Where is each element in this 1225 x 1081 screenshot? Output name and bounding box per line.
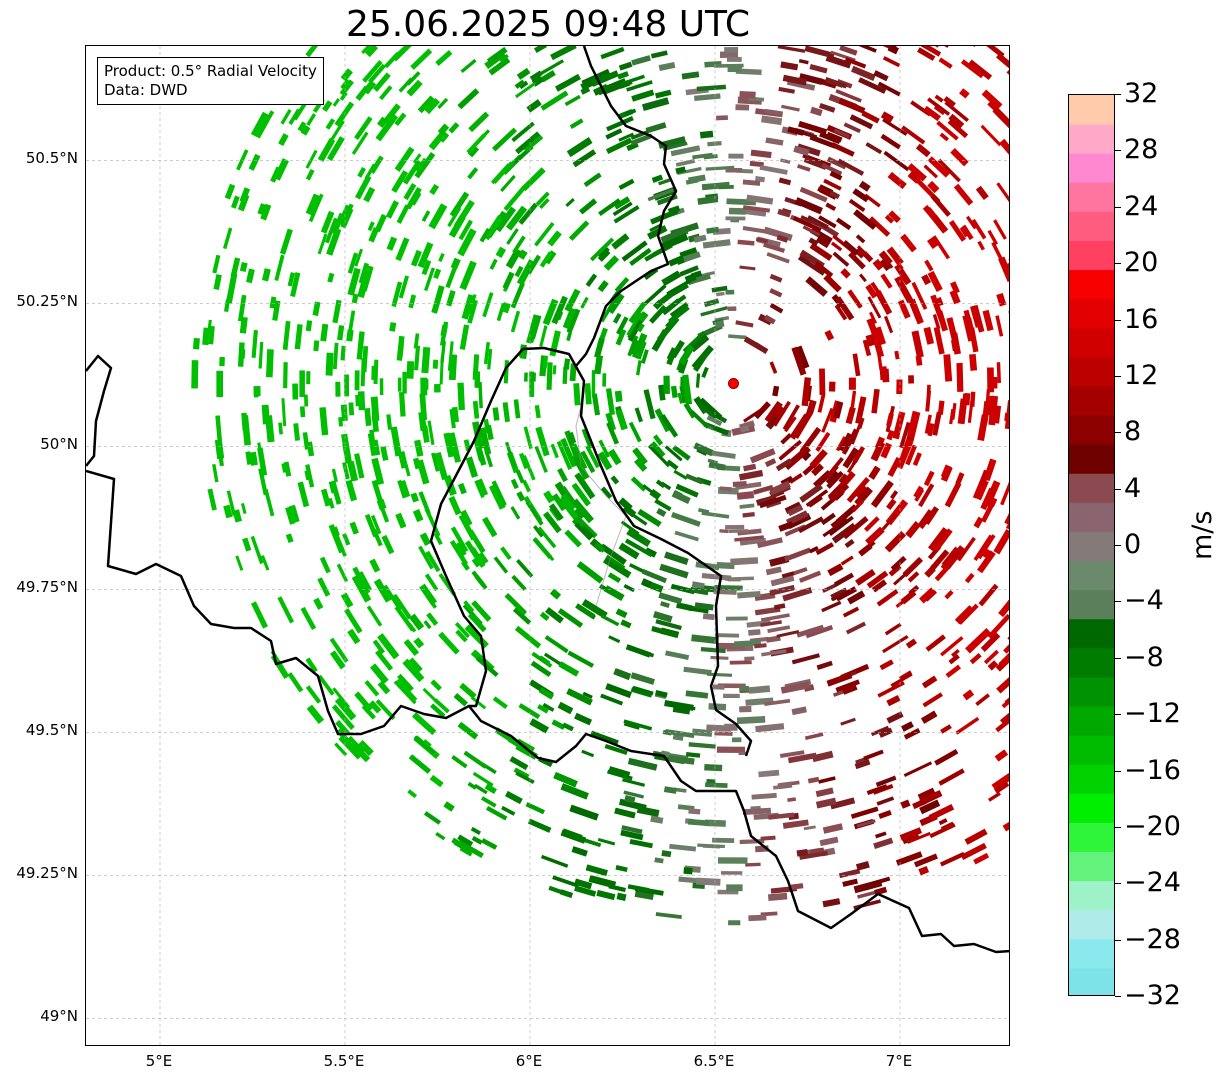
colorbar-tick-label: 28 — [1124, 134, 1159, 166]
lon-tick-label: 6°E — [515, 1052, 543, 1070]
colorbar-tick-label: −20 — [1124, 810, 1181, 842]
lon-tick-label: 5.5°E — [323, 1052, 365, 1070]
colorbar-tick — [1115, 263, 1121, 265]
river-line — [575, 385, 627, 607]
lat-tick-label: 49.25°N — [16, 864, 78, 883]
colorbar-tick-label: 24 — [1124, 190, 1159, 222]
colorbar-segment — [1069, 967, 1114, 995]
velocity-echoes — [191, 46, 1009, 926]
colorbar-tick-label: −24 — [1124, 867, 1181, 899]
colorbar-tick — [1115, 488, 1121, 490]
country-borders — [86, 46, 1009, 954]
colorbar-segment — [1069, 211, 1114, 241]
colorbar-tick-label: −32 — [1124, 980, 1181, 1011]
lat-tick-label: 50.25°N — [16, 292, 78, 311]
colorbar-tick — [1115, 319, 1121, 321]
colorbar-segment — [1069, 124, 1114, 154]
product-label: Product: 0.5° Radial Velocity — [104, 62, 317, 80]
colorbar-segment — [1069, 764, 1114, 794]
colorbar-tick-label: 12 — [1124, 359, 1159, 391]
colorbar-segment — [1069, 851, 1114, 882]
product-info-box: Product: 0.5° Radial Velocity Data: DWD — [97, 57, 324, 105]
radar-velocity-field — [86, 46, 1009, 1045]
colorbar-tick-label: 16 — [1124, 303, 1159, 335]
colorbar-tick — [1115, 150, 1121, 152]
colorbar-segment — [1069, 95, 1114, 125]
colorbar-tick-label: 8 — [1124, 416, 1142, 448]
colorbar-segment — [1069, 182, 1114, 212]
map-title: 25.06.2025 09:48 UTC — [345, 4, 751, 45]
colorbar-tick-label: −12 — [1124, 698, 1181, 730]
colorbar-segment — [1069, 240, 1114, 271]
colorbar-tick-label: 4 — [1124, 472, 1142, 504]
colorbar-tick — [1115, 826, 1121, 828]
colorbar-tick-label: −8 — [1124, 641, 1164, 673]
colorbar-segment — [1069, 560, 1114, 591]
lat-tick-label: 49°N — [40, 1007, 78, 1026]
colorbar-segment — [1069, 735, 1114, 765]
colorbar-tick-label: 32 — [1124, 78, 1159, 109]
colorbar-segment — [1069, 298, 1114, 329]
colorbar-segment — [1069, 618, 1114, 649]
colorbar-tick-label: −4 — [1124, 585, 1164, 617]
colorbar-segment — [1069, 793, 1114, 823]
colorbar-tick — [1115, 206, 1121, 208]
colorbar-segment — [1069, 356, 1114, 387]
colorbar-segment — [1069, 589, 1114, 620]
colorbar-segment — [1069, 706, 1114, 736]
colorbar-segment — [1069, 822, 1114, 853]
map-gridlines — [86, 46, 1009, 1045]
colorbar-tick — [1115, 375, 1121, 377]
lat-tick-label: 49.75°N — [16, 578, 78, 597]
lat-tick-label: 50°N — [40, 435, 78, 454]
colorbar-tick — [1115, 714, 1121, 716]
colorbar-tick — [1115, 770, 1121, 772]
colorbar-segment — [1069, 531, 1114, 562]
colorbar-tick-label: 20 — [1124, 247, 1159, 279]
radar-site-marker — [728, 377, 739, 389]
lon-tick-label: 5°E — [145, 1052, 173, 1070]
colorbar-unit-label: m/s — [1187, 510, 1218, 560]
colorbar-segment — [1069, 385, 1114, 416]
colorbar-tick-label: −16 — [1124, 754, 1181, 786]
colorbar-tick — [1115, 545, 1121, 546]
colorbar-tick — [1115, 94, 1121, 95]
data-source-label: Data: DWD — [104, 81, 188, 99]
colorbar-tick-label: −28 — [1124, 923, 1181, 955]
colorbar-segment — [1069, 444, 1114, 474]
colorbar-tick — [1115, 883, 1121, 885]
lat-tick-label: 49.5°N — [25, 721, 78, 740]
colorbar — [1068, 94, 1115, 996]
colorbar-segment — [1069, 473, 1114, 503]
colorbar-tick — [1115, 996, 1121, 997]
lon-tick-label: 6.5°E — [693, 1052, 735, 1070]
colorbar-tick — [1115, 601, 1121, 603]
colorbar-segment — [1069, 909, 1114, 940]
lat-tick-label: 50.5°N — [25, 149, 78, 168]
colorbar-segment — [1069, 327, 1114, 358]
colorbar-tick — [1115, 657, 1121, 659]
colorbar-tick-label: 0 — [1124, 529, 1142, 560]
colorbar-segment — [1069, 676, 1114, 707]
colorbar-segment — [1069, 153, 1114, 183]
colorbar-tick — [1115, 939, 1121, 941]
lon-tick-label: 7°E — [885, 1052, 913, 1070]
colorbar-segment — [1069, 269, 1114, 300]
colorbar-segment — [1069, 502, 1114, 532]
colorbar-tick — [1115, 432, 1121, 434]
colorbar-segment — [1069, 880, 1114, 911]
colorbar-segment — [1069, 415, 1114, 445]
radar-map[interactable] — [85, 45, 1010, 1046]
colorbar-segment — [1069, 938, 1114, 969]
colorbar-segment — [1069, 647, 1114, 678]
